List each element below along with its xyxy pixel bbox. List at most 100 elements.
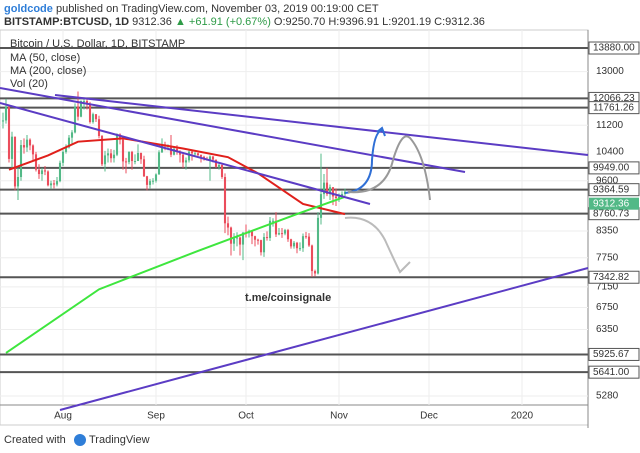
y-tick-label: 9600 [596,175,619,186]
drawings [0,87,589,411]
candle-body [97,119,101,137]
level-label-box [588,41,640,55]
candle-body [316,217,320,274]
level-label-box [588,161,640,175]
candle-body [61,151,65,163]
projection-up [344,129,383,194]
candle-body [22,145,26,148]
candle-body [274,220,278,235]
last-price-box [589,197,639,210]
candle-body [106,153,110,156]
candle-body [67,137,71,148]
footer-created: Created with [4,434,66,446]
level-label: 11761.26 [593,102,634,113]
level-label: 8760.73 [593,208,630,219]
projection-down [344,216,411,274]
moving-average [8,137,346,216]
last: 9312.36 [132,16,172,28]
arrow-head [376,126,386,137]
candle-body [217,164,221,167]
symbol: BITSTAMP:BTCUSD, 1D [4,16,129,28]
candle-body [124,161,128,163]
candle-body [280,233,284,235]
candle-body [7,106,11,159]
candle-body [265,237,269,239]
x-tick-label: Oct [238,411,254,422]
candle-body [268,220,272,238]
candle-body [136,152,140,162]
candle-body [109,153,113,159]
candle-body [70,132,74,138]
trendline [59,267,589,411]
candle-body [31,145,35,155]
candle-body [82,101,86,103]
candle-body [313,271,317,274]
candle-body [40,170,44,175]
candle-body [271,220,275,222]
candle-body [307,236,311,246]
candle-body [37,169,41,175]
y-tick-label: 10400 [596,147,624,158]
candle-body [187,151,191,161]
level-label-box [588,365,640,379]
candle-body [16,177,20,187]
y-tick-label: 11200 [596,120,624,131]
level-label: 9949.00 [593,163,630,174]
legend-entry: MA (200, close) [10,65,86,77]
candle-body [325,182,329,195]
candle-body [229,227,233,244]
candle-body [322,182,326,195]
candle-body [79,101,83,117]
projection-alt [347,135,431,201]
candle-body [190,151,194,154]
level-label: 7342.82 [593,272,630,283]
candle-body [13,136,17,187]
candle-body [103,155,107,165]
trendline [54,94,589,156]
candle-body [250,231,254,237]
candle-body [19,145,23,178]
candle-body [43,170,47,172]
candle-body [184,160,188,163]
x-tick-label: 2020 [511,411,534,422]
candle-body [34,154,38,170]
y-tick-label: 7150 [596,281,619,292]
level-label: 9364.59 [593,184,630,195]
candle-body [10,136,14,159]
candle-body [139,152,143,160]
symbol-line: BITSTAMP:BTCUSD, 1D 9312.36 ▲ +61.91 (+0… [4,16,485,28]
candle-body [196,153,200,156]
candle-body [286,230,290,240]
candle-body [115,134,119,155]
candle-body [58,162,62,182]
candle-body [304,236,308,238]
candle-body [295,242,299,249]
level-label-box [588,101,640,115]
candle-body [334,196,338,199]
candle-body [88,104,92,123]
y-tick-label: 6350 [596,324,619,335]
x-tick-label: Aug [54,411,72,422]
candle-body [331,187,335,197]
candle-body [145,176,149,185]
candle-body [91,114,95,123]
candle-body [142,159,146,177]
footer-brand[interactable]: TradingView [89,434,150,446]
candle-body [1,120,5,122]
candle-body [298,248,302,250]
candle-body [199,155,203,157]
legend-entry: MA (50, close) [10,52,80,64]
candle-body [52,183,56,185]
candle-body [4,106,8,121]
trendline [0,87,466,173]
candle-body [292,242,296,247]
candle-body [175,148,179,152]
x-tick-label: Dec [420,411,438,422]
author[interactable]: goldcode [4,3,53,15]
moving-average [5,195,346,354]
candle-body [157,152,161,175]
candle-body [277,233,281,235]
candle-body [25,139,29,148]
